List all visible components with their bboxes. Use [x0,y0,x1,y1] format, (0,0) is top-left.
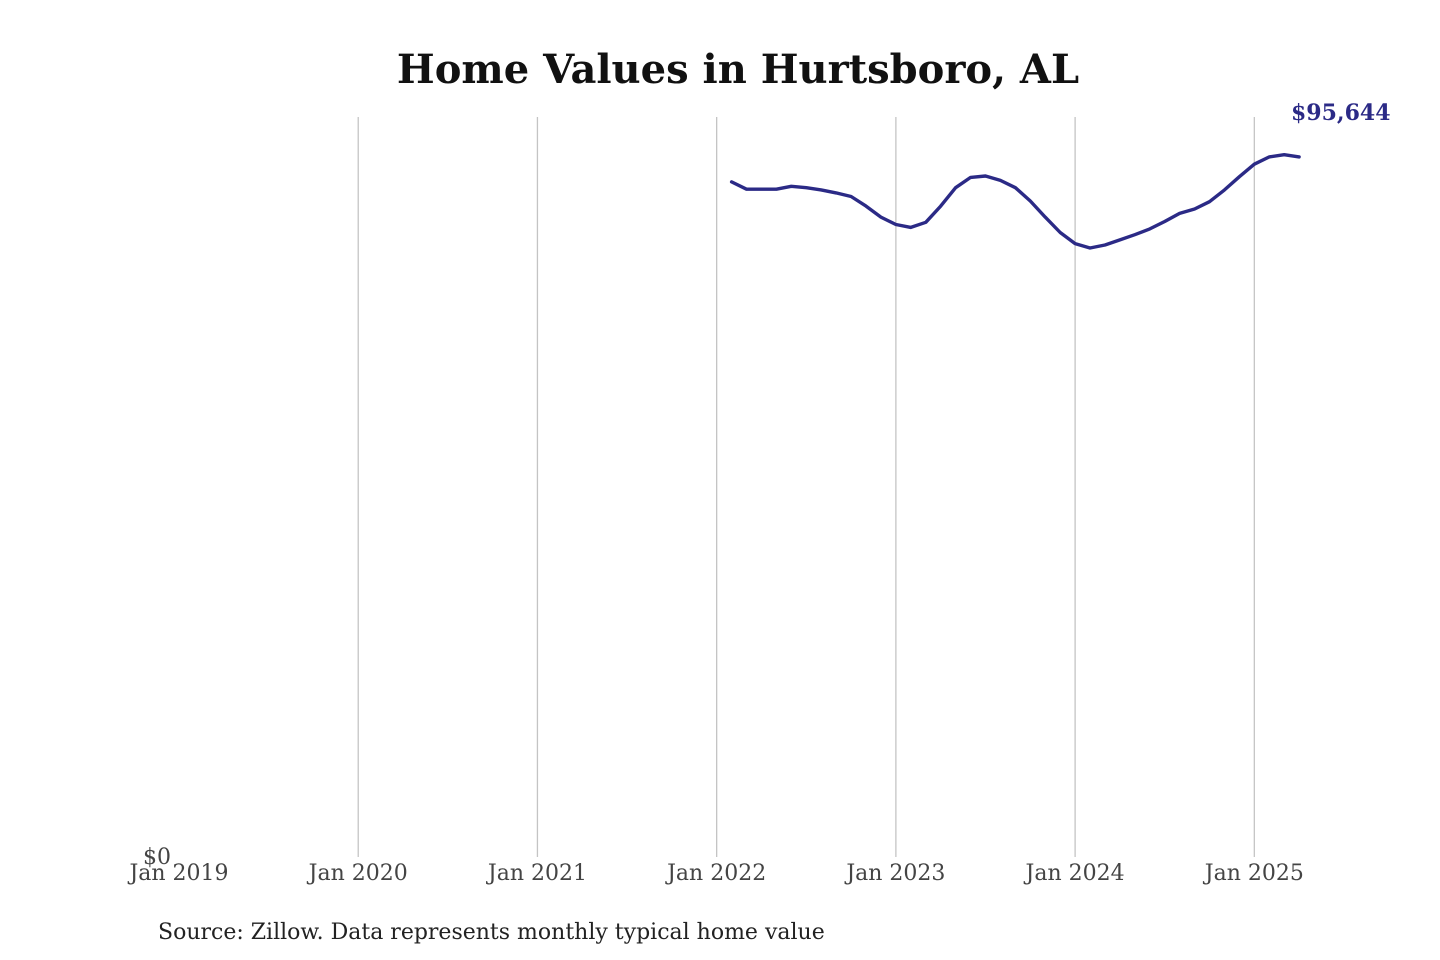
x-tick-label: Jan 2019 [127,861,228,886]
home-value-series-line [729,153,1301,250]
latest-value-label: $95,644 [1291,100,1391,126]
x-tick-label: Jan 2024 [1024,861,1125,886]
x-tick-label: Jan 2020 [307,861,408,886]
vertical-gridlines [357,117,1255,857]
x-tick-label: Jan 2021 [486,861,587,886]
source-note: Source: Zillow. Data represents monthly … [158,920,825,945]
x-tick-label: Jan 2022 [665,861,766,886]
x-axis-tick-labels: Jan 2019 Jan 2020 Jan 2021 Jan 2022 Jan 2023… [127,861,1303,886]
x-tick-label: Jan 2023 [844,861,945,886]
x-tick-label: Jan 2025 [1203,861,1304,886]
y-tick-label: $0 [143,845,171,870]
y-axis-tick-labels: $0 [143,845,171,870]
chart-title: Home Values in Hurtsboro, AL [397,46,1079,93]
